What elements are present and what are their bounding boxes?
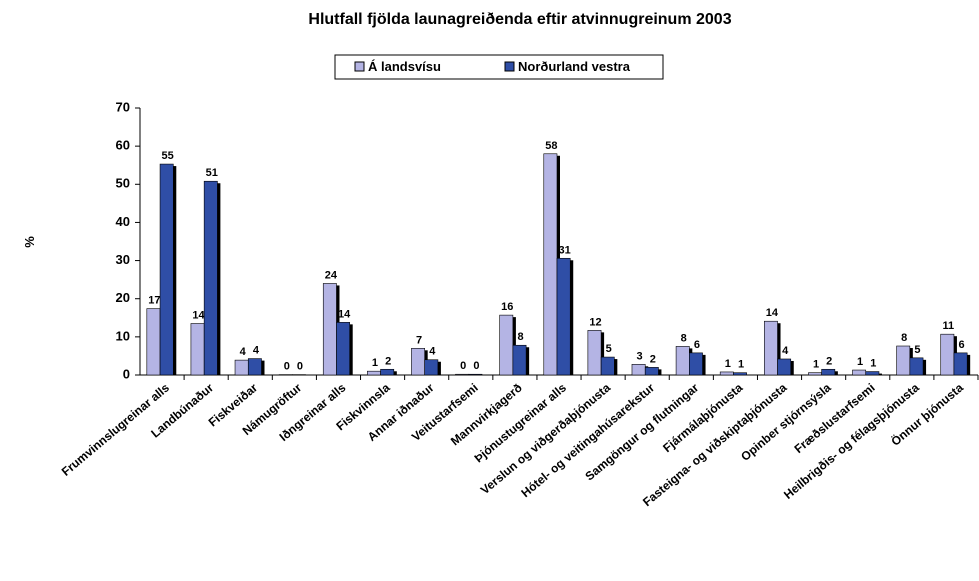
data-label: 8 <box>901 332 907 344</box>
data-label: 1 <box>813 359 819 371</box>
data-label: 31 <box>558 244 570 256</box>
y-tick-label: 20 <box>116 290 130 305</box>
data-label: 0 <box>460 360 466 372</box>
bar <box>821 368 836 376</box>
bar <box>689 352 703 376</box>
bar <box>468 373 483 376</box>
data-label: 0 <box>473 360 479 372</box>
data-label: 5 <box>914 344 920 356</box>
data-label: 17 <box>148 295 160 307</box>
data-label: 8 <box>517 331 523 343</box>
bar <box>322 283 337 376</box>
bar <box>424 359 439 376</box>
y-axis-label: % <box>22 236 37 248</box>
data-label: 3 <box>637 350 643 362</box>
bar <box>411 347 425 376</box>
bar <box>190 323 205 376</box>
bar <box>336 322 351 376</box>
x-tick-label: Önnur þjónusta <box>888 380 966 449</box>
bar <box>247 358 262 376</box>
legend-label: Norðurland vestra <box>518 59 631 74</box>
data-label: 4 <box>429 346 436 358</box>
y-tick-label: 40 <box>116 214 130 229</box>
bar <box>763 320 778 376</box>
bar <box>896 345 911 376</box>
legend-label: Á landsvísu <box>368 59 441 74</box>
bar <box>644 367 659 376</box>
bar <box>159 163 174 376</box>
data-label: 14 <box>192 310 205 322</box>
bar <box>777 358 792 376</box>
data-label: 0 <box>297 361 303 373</box>
bar <box>631 364 646 376</box>
bar <box>940 333 955 376</box>
data-label: 7 <box>416 334 422 346</box>
legend-swatch <box>504 61 515 72</box>
bar <box>234 359 249 376</box>
bar <box>909 357 924 376</box>
bar <box>675 346 690 376</box>
y-tick-label: 60 <box>116 138 130 153</box>
data-label: 14 <box>766 307 779 319</box>
data-label: 58 <box>545 140 557 152</box>
bar <box>455 373 470 376</box>
data-label: 2 <box>650 353 656 365</box>
bar <box>146 308 161 376</box>
bar <box>367 370 381 376</box>
data-label: 12 <box>589 316 601 328</box>
data-label: 51 <box>206 167 218 179</box>
data-label: 55 <box>162 150 174 162</box>
chart-title: Hlutfall fjölda launagreiðenda eftir atv… <box>308 11 731 28</box>
data-label: 1 <box>870 358 876 370</box>
data-label: 8 <box>681 332 687 344</box>
data-label: 11 <box>943 320 955 332</box>
y-tick-label: 10 <box>116 328 130 343</box>
data-label: 4 <box>782 345 789 357</box>
y-tick-label: 70 <box>116 99 130 114</box>
data-label: 1 <box>372 357 378 369</box>
data-label: 5 <box>606 343 612 355</box>
data-label: 2 <box>826 355 832 367</box>
x-tick-label: Fjármálaþjónusta <box>660 380 745 455</box>
data-label: 1 <box>725 358 731 370</box>
data-label: 4 <box>253 345 260 357</box>
bar <box>600 356 615 376</box>
data-label: 16 <box>501 301 513 313</box>
bar <box>543 153 558 376</box>
y-tick-label: 30 <box>116 252 130 267</box>
data-label: 2 <box>385 355 391 367</box>
y-tick-label: 0 <box>123 366 130 381</box>
bar <box>852 369 867 376</box>
legend-swatch <box>354 61 365 72</box>
bar <box>587 330 602 376</box>
bar <box>953 352 968 376</box>
bar <box>556 257 571 376</box>
bar <box>380 368 395 376</box>
data-label: 24 <box>325 269 338 281</box>
data-label: 0 <box>284 361 290 373</box>
y-tick-label: 50 <box>116 176 130 191</box>
bar <box>719 371 734 376</box>
bar <box>203 180 218 376</box>
x-tick-label: Fræðslustarfsemi <box>792 381 878 456</box>
data-label: 1 <box>857 356 863 368</box>
legend-box <box>334 54 664 80</box>
bar <box>499 314 514 376</box>
data-label: 4 <box>240 346 247 358</box>
data-label: 1 <box>738 359 744 371</box>
bar <box>512 344 527 376</box>
bar <box>808 372 822 376</box>
data-label: 6 <box>694 339 700 351</box>
bar <box>865 371 880 376</box>
bar <box>733 372 747 376</box>
data-label: 14 <box>338 308 351 320</box>
data-label: 6 <box>959 339 965 351</box>
